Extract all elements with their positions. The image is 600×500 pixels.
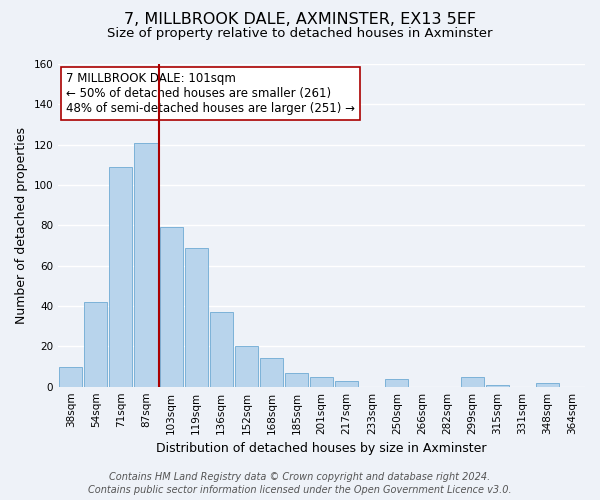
Text: 7 MILLBROOK DALE: 101sqm
← 50% of detached houses are smaller (261)
48% of semi-: 7 MILLBROOK DALE: 101sqm ← 50% of detach…	[66, 72, 355, 115]
Text: 7, MILLBROOK DALE, AXMINSTER, EX13 5EF: 7, MILLBROOK DALE, AXMINSTER, EX13 5EF	[124, 12, 476, 28]
X-axis label: Distribution of detached houses by size in Axminster: Distribution of detached houses by size …	[157, 442, 487, 455]
Bar	[461, 376, 484, 386]
Bar	[310, 376, 333, 386]
Bar	[335, 380, 358, 386]
Bar	[209, 312, 233, 386]
Bar	[485, 384, 509, 386]
Bar	[84, 302, 107, 386]
Bar	[160, 228, 182, 386]
Bar	[235, 346, 258, 387]
Text: Size of property relative to detached houses in Axminster: Size of property relative to detached ho…	[107, 28, 493, 40]
Y-axis label: Number of detached properties: Number of detached properties	[15, 127, 28, 324]
Bar	[109, 167, 133, 386]
Bar	[260, 358, 283, 386]
Bar	[134, 142, 158, 386]
Bar	[185, 248, 208, 386]
Bar	[59, 366, 82, 386]
Bar	[285, 372, 308, 386]
Bar	[385, 378, 409, 386]
Bar	[536, 382, 559, 386]
Text: Contains HM Land Registry data © Crown copyright and database right 2024.
Contai: Contains HM Land Registry data © Crown c…	[88, 472, 512, 495]
